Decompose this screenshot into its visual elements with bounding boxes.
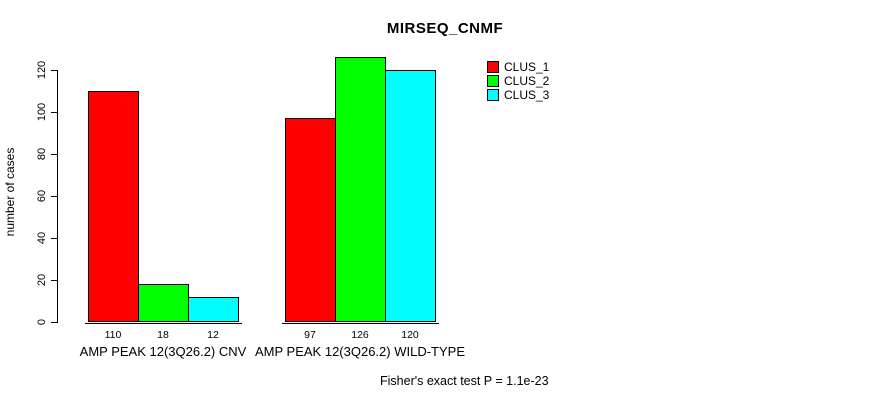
category-label: AMP PEAK 12(3Q26.2) CNV: [79, 344, 247, 359]
bar-value-label: 97: [304, 329, 316, 341]
legend-label: CLUS_3: [504, 87, 550, 102]
y-axis-tick-label: 120: [36, 60, 48, 80]
y-axis-tick-label: 80: [36, 147, 48, 161]
y-axis-tick-label: 40: [36, 231, 48, 245]
bar-clus_3: [385, 70, 436, 322]
bar-value-label: 110: [104, 329, 122, 341]
y-axis-tick-label: 0: [36, 318, 48, 326]
legend-item: CLUS_2: [487, 73, 550, 88]
bar-clus_1: [88, 91, 139, 322]
legend-swatch-clus_3: [487, 88, 499, 101]
y-axis-tick: [51, 322, 57, 323]
y-axis-line: [57, 70, 58, 323]
bar-clus_2: [335, 57, 386, 322]
y-axis-tick: [51, 70, 57, 71]
bar-value-label: 18: [157, 329, 169, 341]
chart-title: MIRSEQ_CNMF: [386, 20, 504, 37]
y-axis-tick: [51, 154, 57, 155]
y-axis-tick-label: 100: [36, 102, 48, 122]
y-axis-tick: [51, 238, 57, 239]
y-axis-tick-label: 20: [36, 273, 48, 287]
stat-annotation: Fisher's exact test P = 1.1e-23: [380, 374, 549, 388]
legend-item: CLUS_1: [487, 59, 550, 74]
bar-value-label: 12: [207, 329, 219, 341]
legend-swatch-clus_1: [487, 60, 499, 73]
bar-value-label: 126: [351, 329, 369, 341]
legend-swatch-clus_2: [487, 74, 499, 87]
bar-value-label: 120: [401, 329, 419, 341]
legend-label: CLUS_2: [504, 73, 550, 88]
bar-clus_1: [285, 118, 336, 322]
legend-label: CLUS_1: [504, 59, 550, 74]
y-axis-tick-label: 60: [36, 189, 48, 203]
legend: CLUS_1 CLUS_2 CLUS_3: [487, 60, 549, 102]
bar-clus_2: [138, 284, 189, 322]
bar-clus_3: [188, 297, 239, 322]
y-axis-tick: [51, 196, 57, 197]
group-axis-line: [282, 323, 439, 324]
legend-item: CLUS_3: [487, 87, 550, 102]
y-axis-tick: [51, 112, 57, 113]
category-label: AMP PEAK 12(3Q26.2) WILD-TYPE: [255, 344, 465, 359]
group-axis-line: [85, 323, 242, 324]
y-axis-tick: [51, 280, 57, 281]
